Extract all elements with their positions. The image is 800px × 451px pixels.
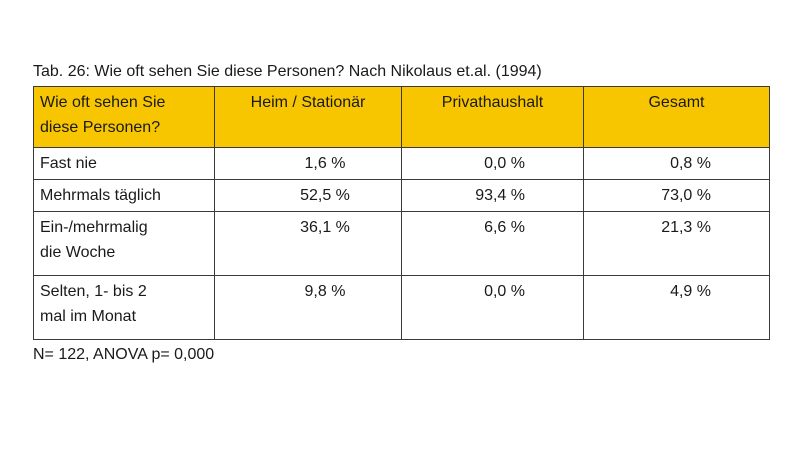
header-cell-question: Wie oft sehen Sie diese Personen? <box>33 86 215 148</box>
row-label-line: die Woche <box>40 244 116 261</box>
header-cell-privathaushalt: Privathaushalt <box>401 86 584 148</box>
cell-privathaushalt: 6,6 % <box>401 211 584 276</box>
cell-privathaushalt: 0,0 % <box>401 275 584 340</box>
row-label: Fast nie <box>33 147 215 180</box>
row-label-line: Fast nie <box>40 155 97 172</box>
header-cell-heim: Heim / Stationär <box>214 86 402 148</box>
table-header-row: Wie oft sehen Sie diese Personen? Heim /… <box>33 86 770 148</box>
header-question-line-1: Wie oft sehen Sie <box>40 94 166 111</box>
cell-gesamt: 21,3 % <box>583 211 770 276</box>
data-table: Wie oft sehen Sie diese Personen? Heim /… <box>33 86 770 340</box>
cell-heim: 36,1 % <box>214 211 402 276</box>
cell-privathaushalt: 0,0 % <box>401 147 584 180</box>
table-row: Ein-/mehrmalig die Woche 36,1 % 6,6 % 21… <box>33 211 770 276</box>
cell-gesamt: 0,8 % <box>583 147 770 180</box>
header-privathaushalt-label: Privathaushalt <box>441 94 544 111</box>
row-label-line: Selten, 1- bis 2 <box>40 283 147 300</box>
row-label-line: Mehrmals täglich <box>40 187 161 204</box>
cell-heim: 9,8 % <box>214 275 402 340</box>
cell-heim: 1,6 % <box>214 147 402 180</box>
cell-gesamt: 73,0 % <box>583 179 770 212</box>
cell-gesamt: 4,9 % <box>583 275 770 340</box>
row-label: Selten, 1- bis 2 mal im Monat <box>33 275 215 340</box>
row-label: Ein-/mehrmalig die Woche <box>33 211 215 276</box>
header-gesamt-label: Gesamt <box>648 94 705 111</box>
table-footnote: N= 122, ANOVA p= 0,000 <box>33 346 215 363</box>
header-heim-label: Heim / Stationär <box>250 94 366 111</box>
header-question-line-2: diese Personen? <box>40 119 161 136</box>
table-row: Selten, 1- bis 2 mal im Monat 9,8 % 0,0 … <box>33 275 770 340</box>
row-label-line: Ein-/mehrmalig <box>40 219 148 236</box>
table-caption: Tab. 26: Wie oft sehen Sie diese Persone… <box>33 63 542 80</box>
cell-privathaushalt: 93,4 % <box>401 179 584 212</box>
header-cell-gesamt: Gesamt <box>583 86 770 148</box>
row-label: Mehrmals täglich <box>33 179 215 212</box>
cell-heim: 52,5 % <box>214 179 402 212</box>
table-row: Mehrmals täglich 52,5 % 93,4 % 73,0 % <box>33 179 770 212</box>
row-label-line: mal im Monat <box>40 308 137 325</box>
table-row: Fast nie 1,6 % 0,0 % 0,8 % <box>33 147 770 180</box>
